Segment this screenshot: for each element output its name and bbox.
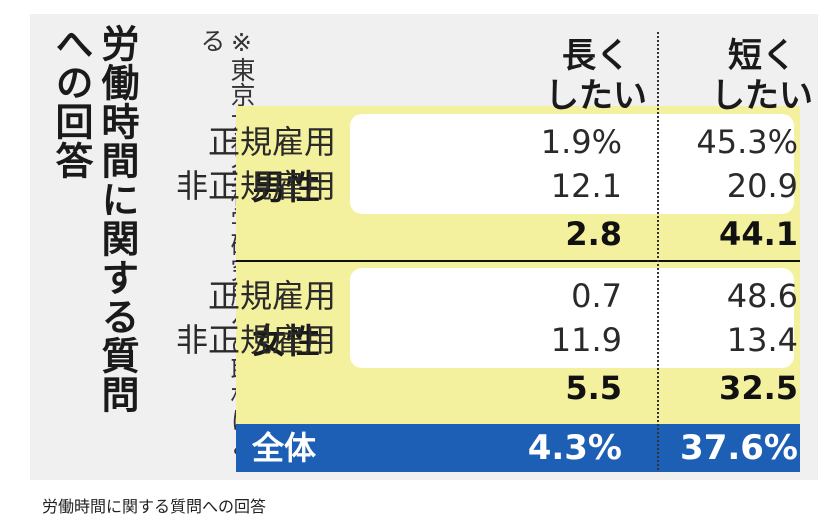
column-header-shorter: 短く したい — [692, 36, 818, 116]
overall-row-background — [236, 424, 800, 472]
group-separator — [236, 260, 800, 262]
table-cell: 48.6 — [726, 277, 798, 315]
overall-cell: 37.6% — [680, 428, 798, 468]
table-cell: 20.9 — [726, 167, 798, 205]
table-cell: 11.9 — [550, 321, 622, 359]
male-rows-card — [350, 114, 794, 214]
group-label-male: 男性 — [252, 168, 320, 208]
female-rows-card — [350, 268, 794, 368]
total-cell: 2.8 — [565, 215, 622, 253]
column-header-text: 短く したい — [711, 36, 813, 116]
chart-title: 労働時間に関する質問への回答 — [49, 24, 139, 414]
table-cell: 0.7 — [571, 277, 622, 315]
row-label: 正規雇用 — [207, 123, 336, 161]
row-label: 正規雇用 — [207, 277, 336, 315]
column-divider — [657, 32, 659, 470]
table-cell: 1.9% — [540, 123, 622, 161]
total-cell: 5.5 — [565, 369, 622, 407]
row-label: 非正規雇用 — [175, 167, 336, 205]
table-cell: 45.3% — [696, 123, 798, 161]
table-cell: 12.1 — [550, 167, 622, 205]
row-label: 非正規雇用 — [175, 321, 336, 359]
column-header-text: 長く したい — [545, 36, 647, 116]
table-cell: 13.4 — [726, 321, 798, 359]
overall-cell: 4.3% — [527, 428, 622, 468]
image-caption: 労働時間に関する質問への回答 — [42, 497, 267, 516]
group-label-female: 女性 — [252, 322, 320, 362]
column-header-longer: 長く したい — [526, 36, 666, 116]
total-cell: 44.1 — [719, 215, 798, 253]
table-figure: 労働時間に関する質問への回答 ※東京大社会科学研究所への取材による 長く したい… — [30, 14, 818, 480]
total-cell: 32.5 — [719, 369, 798, 407]
overall-label: 全体 — [252, 429, 317, 467]
